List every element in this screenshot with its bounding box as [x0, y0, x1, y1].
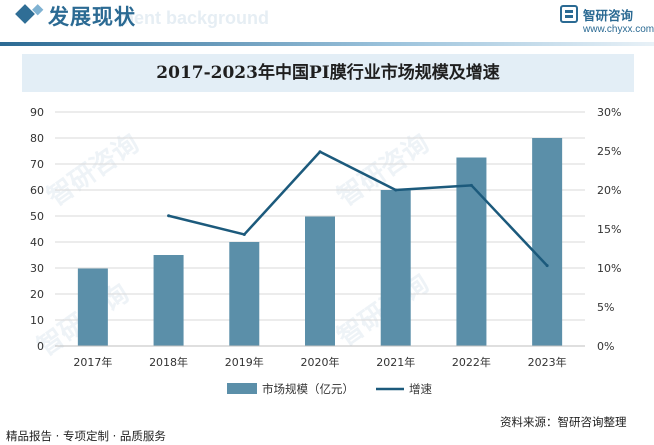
legend-swatch-bar	[227, 383, 257, 394]
header-rule	[0, 42, 654, 46]
x-tick-label: 2023年	[528, 355, 567, 369]
footer-tagline: 精品报告 · 专项定制 · 品质服务	[6, 429, 166, 443]
growth-point	[469, 183, 473, 187]
x-tick-label: 2022年	[452, 355, 491, 369]
source-note: 资料来源：智研咨询整理	[500, 415, 627, 429]
brand-logo-icon	[560, 5, 578, 23]
growth-point	[167, 214, 171, 218]
y-left-tick-label: 30	[30, 262, 44, 275]
bar	[532, 138, 563, 346]
y-left-tick-label: 50	[30, 210, 44, 223]
bar	[153, 255, 184, 346]
bar	[77, 268, 108, 346]
legend-label-bar: 市场规模（亿元）	[262, 382, 354, 396]
bar	[380, 190, 411, 346]
y-left-tick-label: 40	[30, 236, 44, 249]
section-title: 发展现状	[48, 5, 136, 29]
y-left-tick-label: 0	[37, 340, 44, 353]
y-left-tick-label: 70	[30, 158, 44, 171]
growth-point	[242, 232, 246, 236]
x-tick-label: 2021年	[376, 355, 415, 369]
y-right-tick-label: 30%	[597, 106, 621, 119]
y-right-tick-label: 25%	[597, 145, 621, 158]
y-right-tick-label: 0%	[597, 340, 614, 353]
x-tick-label: 2020年	[301, 355, 340, 369]
bar	[305, 216, 335, 346]
x-tick-label: 2018年	[149, 355, 188, 369]
brand-url: www.chyxx.com	[583, 24, 654, 35]
y-right-tick-label: 10%	[597, 262, 621, 275]
growth-point	[394, 188, 398, 192]
chart-title: 2017-2023年中国PI膜行业市场规模及增速	[156, 63, 500, 83]
legend-label-line: 增速	[409, 382, 432, 396]
growth-line	[168, 150, 549, 267]
x-tick-label: 2019年	[225, 355, 264, 369]
y-left-tick-label: 90	[30, 106, 44, 119]
y-left-tick-label: 20	[30, 288, 44, 301]
header: ment background 发展现状 智研咨询 www.chyxx.com	[0, 0, 654, 42]
y-right-tick-label: 20%	[597, 184, 621, 197]
y-left-tick-label: 60	[30, 184, 44, 197]
y-left-tick-label: 10	[30, 314, 44, 327]
y-right-tick-label: 5%	[597, 301, 614, 314]
bar	[229, 242, 260, 346]
growth-point	[318, 150, 322, 154]
y-left-tick-label: 80	[30, 132, 44, 145]
brand-name: 智研咨询	[583, 8, 634, 23]
growth-point	[545, 264, 549, 268]
y-right-tick-label: 15%	[597, 223, 621, 236]
x-tick-label: 2017年	[73, 355, 112, 369]
header-background-text: ment background	[118, 8, 270, 28]
bar	[456, 157, 487, 346]
chart-title-box: 2017-2023年中国PI膜行业市场规模及增速	[22, 54, 634, 92]
